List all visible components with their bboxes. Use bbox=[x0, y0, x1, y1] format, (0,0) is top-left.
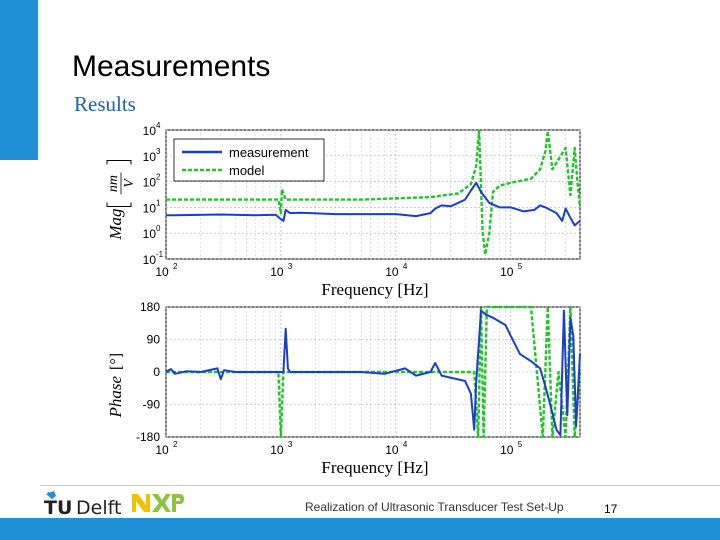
phase-y-label-main: Phase bbox=[106, 376, 125, 419]
magnitude-x-tick-label: 10 bbox=[385, 265, 399, 279]
magnitude-legend-label-measurement: measurement bbox=[229, 145, 309, 160]
phase-y-tick-label: 180 bbox=[140, 300, 160, 314]
magnitude-series-model bbox=[166, 129, 582, 256]
magnitude-x-axis-label: Frequency [Hz] bbox=[321, 280, 428, 299]
phase-x-tick-label: 10 bbox=[500, 443, 514, 457]
magnitude-y-tick-exponent: 0 bbox=[156, 224, 161, 233]
magnitude-x-tick-exponent: 4 bbox=[403, 262, 408, 271]
magnitude-y-tick-exponent: -1 bbox=[156, 250, 164, 259]
magnitude-y-label-numerator: nm bbox=[106, 175, 121, 192]
magnitude-y-tick-exponent: 1 bbox=[156, 198, 161, 207]
magnitude-y-label-bracket-left bbox=[106, 202, 132, 207]
tudelft-logo: TU Delft bbox=[44, 491, 121, 516]
phase-x-tick-exponent: 5 bbox=[518, 440, 523, 449]
magnitude-x-tick-label: 10 bbox=[270, 265, 284, 279]
phase-series-measurement bbox=[165, 309, 581, 437]
accent-side-bar bbox=[0, 0, 38, 160]
phase-y-label-unit: [°] bbox=[108, 353, 125, 370]
magnitude-y-tick-exponent: 2 bbox=[156, 173, 161, 182]
phase-x-axis-label: Frequency [Hz] bbox=[321, 458, 428, 477]
footer-title: Realization of Ultrasonic Transducer Tes… bbox=[305, 500, 564, 514]
magnitude-y-label-bracket-right bbox=[106, 160, 132, 165]
nxp-logo bbox=[132, 494, 184, 512]
svg-text:Delft: Delft bbox=[76, 497, 121, 516]
magnitude-y-label-main: Mag bbox=[106, 209, 125, 241]
magnitude-y-tick-label: 10 bbox=[143, 124, 157, 138]
magnitude-y-tick-label: 10 bbox=[143, 201, 157, 215]
magnitude-y-label-denominator: V bbox=[122, 178, 137, 188]
phase-y-axis-label: Phase [°] bbox=[106, 353, 125, 419]
phase-y-tick-label: -180 bbox=[136, 430, 160, 444]
magnitude-x-tick-exponent: 5 bbox=[518, 262, 523, 271]
magnitude-y-tick-exponent: 4 bbox=[156, 121, 161, 130]
phase-x-tick-label: 10 bbox=[155, 443, 169, 457]
magnitude-y-tick-label: 10 bbox=[143, 227, 157, 241]
magnitude-y-axis-label: Mag nm V bbox=[106, 160, 137, 241]
magnitude-x-tick-label: 10 bbox=[155, 265, 169, 279]
magnitude-x-tick-exponent: 2 bbox=[173, 262, 178, 271]
phase-x-tick-label: 10 bbox=[270, 443, 284, 457]
phase-x-tick-exponent: 3 bbox=[288, 440, 293, 449]
magnitude-series-measurement bbox=[166, 181, 581, 227]
magnitude-y-tick-exponent: 3 bbox=[156, 147, 161, 156]
phase-x-tick-exponent: 2 bbox=[173, 440, 178, 449]
slide-title: Measurements bbox=[72, 50, 271, 83]
bottom-accent-strip bbox=[0, 518, 720, 540]
magnitude-legend-label-model: model bbox=[229, 163, 265, 178]
magnitude-y-tick-label: 10 bbox=[143, 176, 157, 190]
phase-x-tick-exponent: 4 bbox=[403, 440, 408, 449]
phase-y-tick-label: 0 bbox=[153, 365, 160, 379]
phase-x-tick-label: 10 bbox=[385, 443, 399, 457]
magnitude-y-tick-label: 10 bbox=[143, 253, 157, 267]
slide-subtitle: Results bbox=[74, 92, 136, 116]
magnitude-x-tick-label: 10 bbox=[500, 265, 514, 279]
page-number: 17 bbox=[604, 502, 618, 516]
magnitude-legend-box bbox=[173, 138, 325, 182]
svg-text:TU: TU bbox=[44, 497, 72, 516]
footer-divider bbox=[40, 485, 720, 486]
phase-y-tick-label: -90 bbox=[143, 398, 161, 412]
magnitude-x-tick-exponent: 3 bbox=[288, 262, 293, 271]
magnitude-y-tick-label: 10 bbox=[143, 150, 157, 164]
phase-y-tick-label: 90 bbox=[147, 333, 161, 347]
